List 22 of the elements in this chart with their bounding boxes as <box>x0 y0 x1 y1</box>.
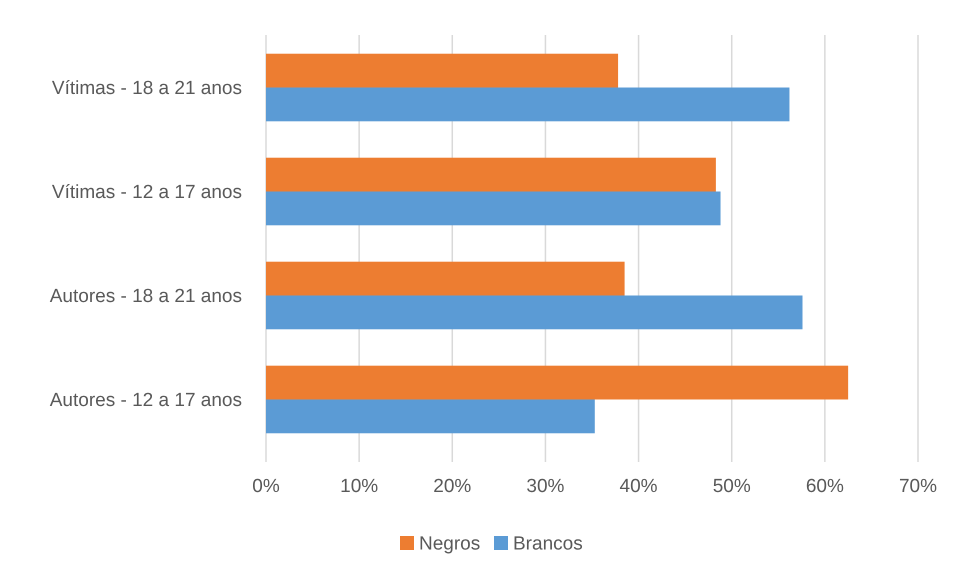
bar <box>266 366 848 400</box>
x-tick-label: 70% <box>898 476 938 497</box>
x-tick-label: 10% <box>340 476 378 497</box>
x-tick-label: 20% <box>433 476 472 497</box>
y-tick-label: Vítimas - 12 a 17 anos <box>52 182 242 204</box>
x-tick-label: 0% <box>252 476 280 497</box>
y-tick-label: Autores - 12 a 17 anos <box>50 390 242 412</box>
bar <box>266 295 803 330</box>
bar <box>266 54 618 88</box>
x-tick-label: 40% <box>620 476 658 497</box>
bar <box>266 192 721 226</box>
bar <box>266 399 595 434</box>
y-tick-label: Autores - 18 a 21 anos <box>50 286 242 308</box>
x-tick-label: 60% <box>806 476 844 497</box>
legend-label: Brancos <box>513 534 583 555</box>
bar <box>266 88 790 122</box>
x-tick-label: 30% <box>526 476 565 497</box>
x-tick-label: 50% <box>712 476 751 497</box>
legend-label: Negros <box>419 534 480 555</box>
bar <box>266 262 625 296</box>
bar <box>266 158 716 192</box>
y-tick-label: Vítimas - 18 a 21 anos <box>52 78 242 100</box>
